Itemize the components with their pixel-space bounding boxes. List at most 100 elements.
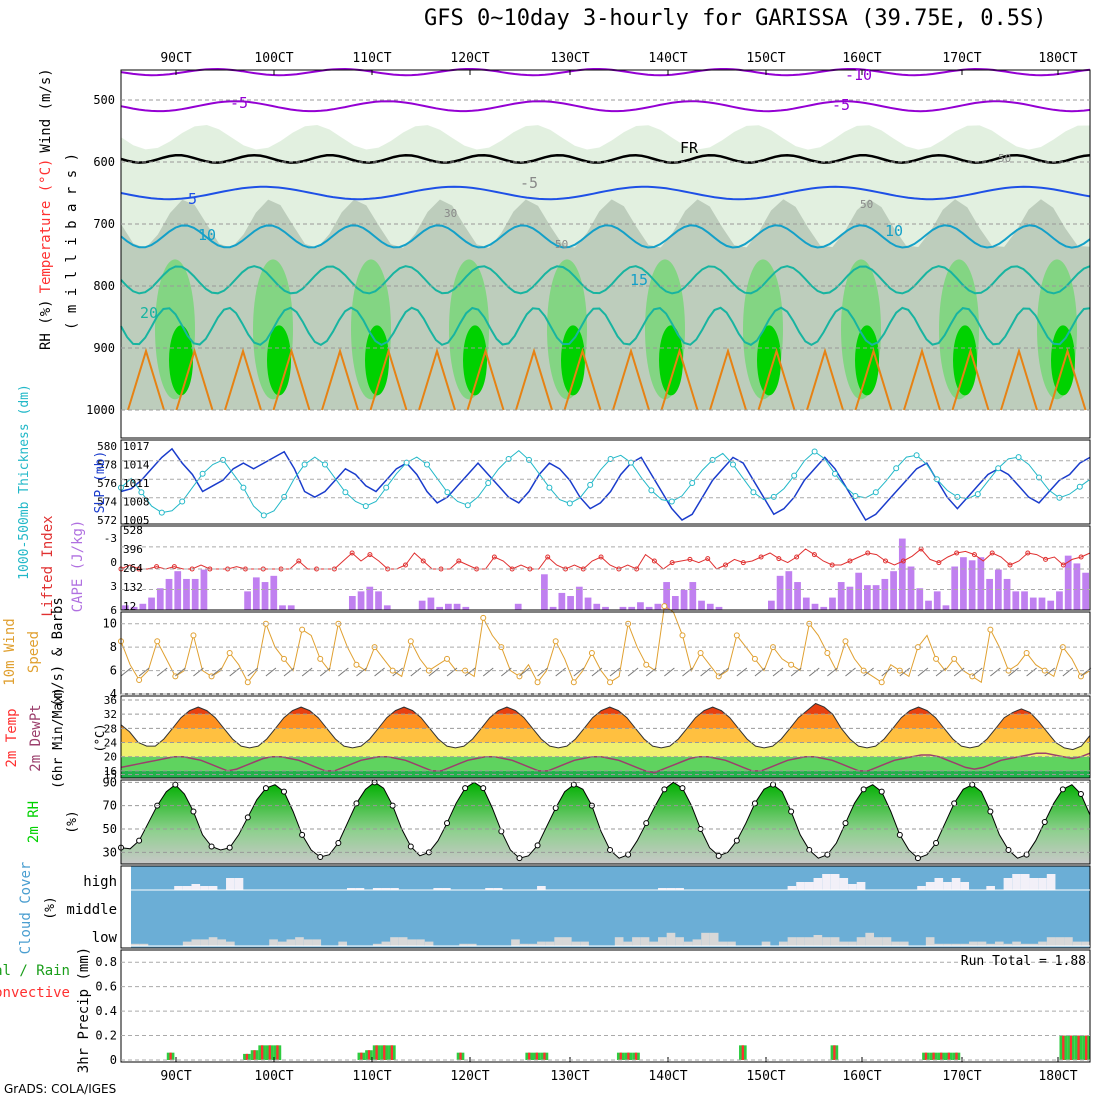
cloud-high-bar — [796, 882, 805, 890]
rh-line-marker — [208, 843, 215, 850]
rh-cell-core — [561, 325, 585, 396]
wind-speed-line-marker — [444, 655, 451, 662]
wind-barb — [573, 667, 585, 677]
cape-tick: 396 — [123, 543, 143, 556]
cape-bar — [453, 603, 461, 610]
panel-frame-prof — [120, 69, 1091, 439]
cape-bar — [916, 588, 924, 610]
cloud-low-bar — [1064, 937, 1073, 946]
cloud-low-bar — [545, 941, 555, 946]
cloud-high-bar — [1012, 874, 1021, 890]
contour-minus5 — [120, 100, 1091, 113]
thickness-tick: 572 — [97, 514, 117, 527]
cloud-high-bar — [390, 888, 399, 890]
cape-bar — [130, 606, 138, 610]
profile-ylabel-part: Temperature (°C) — [38, 159, 54, 294]
contour-25 — [806, 347, 844, 411]
rh-tick: 50 — [103, 822, 117, 836]
precip-tick: 0.4 — [95, 1004, 117, 1018]
x-tick-bottom: 160CT — [842, 1069, 881, 1084]
cape-bar — [558, 592, 566, 610]
thickness-line-marker — [607, 455, 614, 462]
slp-tick: 1014 — [123, 459, 150, 472]
contour-label: 20 — [140, 304, 158, 322]
wind-barb — [519, 667, 530, 677]
rh-cell-core — [267, 325, 291, 396]
thickness-line-marker — [260, 512, 267, 519]
x-tick-bottom: 130CT — [550, 1069, 589, 1084]
x-tick-bottom: 150CT — [746, 1069, 785, 1084]
wind-speed-line-marker — [190, 632, 197, 639]
thickness-line-marker — [995, 465, 1002, 472]
li-marker — [829, 562, 835, 568]
axis-labels: 90CT 90CT 100CT 100CT 110CT 110CT 120CT 120CT 13… — [0, 51, 1086, 1084]
cloud-high-bar — [856, 882, 866, 890]
wind-speed-line-marker — [751, 655, 758, 662]
thickness-line-marker — [362, 503, 369, 510]
cloud-low-bar — [718, 941, 728, 946]
rh-line-marker — [896, 831, 903, 838]
li-marker — [456, 558, 462, 564]
li-tick: 0 — [110, 556, 117, 569]
temp-band — [121, 742, 1090, 757]
wind-barb — [718, 667, 730, 677]
cloud-low-bar — [934, 943, 944, 946]
rh-line-marker — [715, 852, 722, 859]
rh-line-marker — [570, 781, 577, 788]
cloud-high-bar — [925, 882, 935, 890]
cape-bar — [165, 578, 173, 610]
wind-barb — [120, 667, 132, 677]
thickness-line-marker — [1076, 483, 1083, 490]
wind-speed-line-marker — [643, 661, 650, 668]
wind-speed-line-marker — [679, 632, 686, 639]
wind-barb — [827, 667, 838, 677]
precip-conv-bar — [1085, 1035, 1088, 1060]
slp-tick: 1017 — [123, 440, 150, 453]
cloud-low-bar — [623, 941, 633, 946]
cloud-high-bar — [934, 878, 944, 890]
wind-barb — [645, 667, 657, 677]
wind-barb — [917, 667, 929, 677]
x-tick-bottom: 170CT — [942, 1069, 981, 1084]
contour-label: 30 — [444, 207, 457, 220]
cape-bar — [820, 606, 828, 610]
wind-speed-line-marker — [570, 679, 577, 686]
cloud-low-bar — [658, 937, 667, 946]
pressure-tick: 500 — [93, 93, 115, 107]
thickness-line-marker — [1015, 454, 1022, 461]
rh-line-marker — [534, 842, 541, 849]
precip-conv-bar — [833, 1045, 836, 1060]
contour-minus10 — [120, 67, 1091, 77]
li-tick: 3 — [110, 580, 117, 593]
wind-barb — [845, 667, 856, 677]
li-marker — [936, 560, 942, 566]
cape-bar — [436, 606, 443, 610]
thickness-line-marker — [342, 489, 349, 496]
wind-barb — [374, 667, 385, 677]
rh-line-marker — [353, 800, 360, 807]
cloud-low-bar — [822, 937, 831, 946]
thickness-line-marker — [628, 459, 634, 466]
contour-label: FR — [680, 139, 699, 157]
slp-ylabel: SLP (mb) — [93, 451, 108, 514]
thickness-tick: 576 — [97, 477, 117, 490]
cloud-high-bar — [943, 882, 952, 890]
li-marker — [1043, 556, 1049, 562]
panel-frame-precip — [120, 949, 1091, 1063]
cape-bar — [541, 574, 548, 610]
wind-barb — [1026, 667, 1037, 677]
x-tick-top: 160CT — [842, 51, 881, 66]
x-tick-bottom: 110CT — [352, 1069, 391, 1084]
profile-ylabel: RH (%) Temperature (°C) Wind (m/s) — [38, 68, 54, 350]
precip-conv-bar — [360, 1052, 363, 1060]
rh-line-marker — [1077, 791, 1084, 797]
rh-cell-core — [365, 325, 389, 396]
temp-ylabel-3: (6hr Min/Max) — [51, 687, 66, 789]
li-marker — [883, 558, 889, 564]
li-marker — [794, 554, 800, 560]
precip-conv-bar — [924, 1052, 928, 1060]
cloud-low-bar — [804, 937, 814, 946]
li-marker — [723, 562, 729, 568]
cloud-low-bar — [830, 937, 840, 946]
cloud-high-bar — [951, 878, 961, 890]
